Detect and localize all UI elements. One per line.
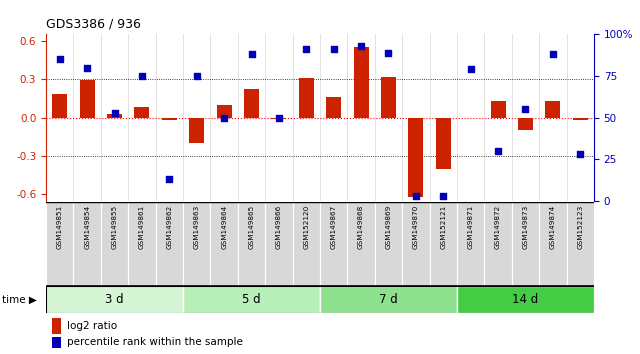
Bar [545, 101, 561, 118]
Point [411, 193, 421, 199]
Point [356, 43, 366, 49]
Bar [518, 118, 533, 130]
Bar [162, 118, 177, 120]
Bar [79, 80, 95, 118]
Text: GSM149869: GSM149869 [385, 205, 392, 249]
Text: GSM149874: GSM149874 [550, 205, 556, 249]
Point [383, 50, 394, 56]
Bar [381, 76, 396, 118]
Point [82, 65, 92, 70]
Text: GSM149868: GSM149868 [358, 205, 364, 249]
Text: GSM149861: GSM149861 [139, 205, 145, 249]
Point [219, 115, 229, 120]
Text: 7 d: 7 d [379, 293, 398, 306]
Bar [436, 118, 451, 169]
Text: GSM149873: GSM149873 [522, 205, 529, 249]
Text: 3 d: 3 d [105, 293, 124, 306]
Text: GSM149855: GSM149855 [111, 205, 118, 249]
Bar [566, 202, 594, 286]
Bar [46, 202, 74, 286]
Point [191, 73, 202, 79]
Bar [211, 202, 238, 286]
Point [164, 176, 175, 182]
Text: GSM149862: GSM149862 [166, 205, 172, 249]
Text: log2 ratio: log2 ratio [67, 321, 117, 331]
Text: GSM149865: GSM149865 [248, 205, 255, 249]
Bar [429, 202, 457, 286]
Bar [183, 286, 320, 313]
Point [548, 51, 558, 57]
Text: GSM149871: GSM149871 [468, 205, 474, 249]
Bar [292, 202, 320, 286]
Text: 5 d: 5 d [242, 293, 261, 306]
Bar [189, 118, 204, 143]
Text: GSM152120: GSM152120 [303, 205, 309, 249]
Point [328, 46, 339, 52]
Bar [320, 202, 348, 286]
Text: GSM149851: GSM149851 [57, 205, 63, 249]
Bar [353, 47, 369, 118]
Bar [156, 202, 183, 286]
Bar [484, 202, 512, 286]
Text: GSM149854: GSM149854 [84, 205, 90, 249]
Point [493, 148, 503, 154]
Bar [348, 202, 375, 286]
Text: GSM149867: GSM149867 [331, 205, 337, 249]
Point [246, 51, 257, 57]
Bar [539, 202, 566, 286]
Text: percentile rank within the sample: percentile rank within the sample [67, 337, 243, 347]
Text: GDS3386 / 936: GDS3386 / 936 [46, 18, 141, 31]
Bar [271, 118, 287, 119]
Bar [490, 101, 506, 118]
Bar [457, 286, 594, 313]
Text: GSM152121: GSM152121 [440, 205, 446, 249]
Text: GSM149872: GSM149872 [495, 205, 501, 249]
Bar [52, 337, 61, 348]
Bar [74, 202, 101, 286]
Bar [299, 78, 314, 118]
Text: GSM152123: GSM152123 [577, 205, 583, 249]
Bar [238, 202, 265, 286]
Bar [101, 202, 128, 286]
Bar [52, 95, 67, 118]
Bar [320, 286, 457, 313]
Bar [216, 105, 232, 118]
Bar [107, 114, 122, 118]
Bar [52, 318, 61, 333]
Text: 14 d: 14 d [512, 293, 539, 306]
Bar [265, 202, 292, 286]
Point [438, 193, 449, 199]
Bar [375, 202, 402, 286]
Point [137, 73, 147, 79]
Bar [326, 97, 341, 118]
Point [54, 56, 65, 62]
Bar [402, 202, 429, 286]
Point [520, 106, 531, 112]
Bar [134, 107, 150, 118]
Bar [128, 202, 156, 286]
Bar [573, 118, 588, 120]
Point [109, 110, 120, 115]
Bar [46, 286, 183, 313]
Text: time ▶: time ▶ [2, 295, 36, 304]
Bar [244, 89, 259, 118]
Bar [457, 202, 484, 286]
Bar [408, 118, 424, 197]
Text: GSM149863: GSM149863 [194, 205, 200, 249]
Bar [183, 202, 211, 286]
Point [575, 151, 586, 157]
Text: GSM149866: GSM149866 [276, 205, 282, 249]
Point [465, 67, 476, 72]
Point [301, 46, 312, 52]
Text: GSM149870: GSM149870 [413, 205, 419, 249]
Text: GSM149864: GSM149864 [221, 205, 227, 249]
Point [274, 115, 284, 120]
Bar [512, 202, 539, 286]
